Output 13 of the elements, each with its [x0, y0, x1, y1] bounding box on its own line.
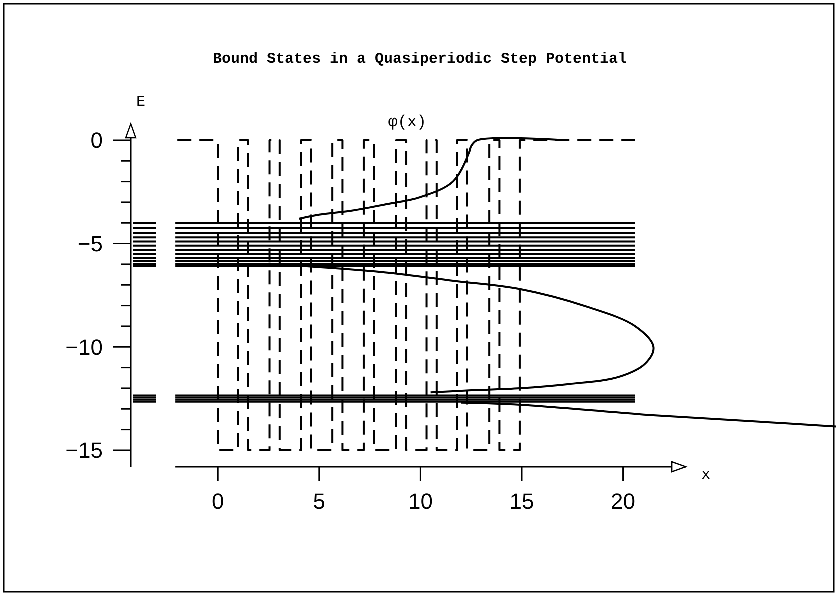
x-axis-title: x [702, 467, 711, 484]
y-axis-title: E [136, 94, 146, 111]
y-tick-label: −10 [66, 334, 103, 360]
x-tick-label: 15 [510, 489, 534, 514]
x-tick-label: 20 [611, 489, 636, 514]
chart-title: Bound States in a Quasiperiodic Step Potential [212, 51, 628, 68]
text: φ(x) [388, 113, 427, 132]
y-tick-label: −5 [78, 232, 103, 256]
y-tick-label: −15 [66, 438, 103, 464]
x-tick-label: 5 [313, 489, 326, 514]
y-tick-label: 0 [90, 128, 103, 154]
x-tick-label: 0 [212, 489, 224, 514]
x-tick-label: 10 [408, 489, 433, 514]
